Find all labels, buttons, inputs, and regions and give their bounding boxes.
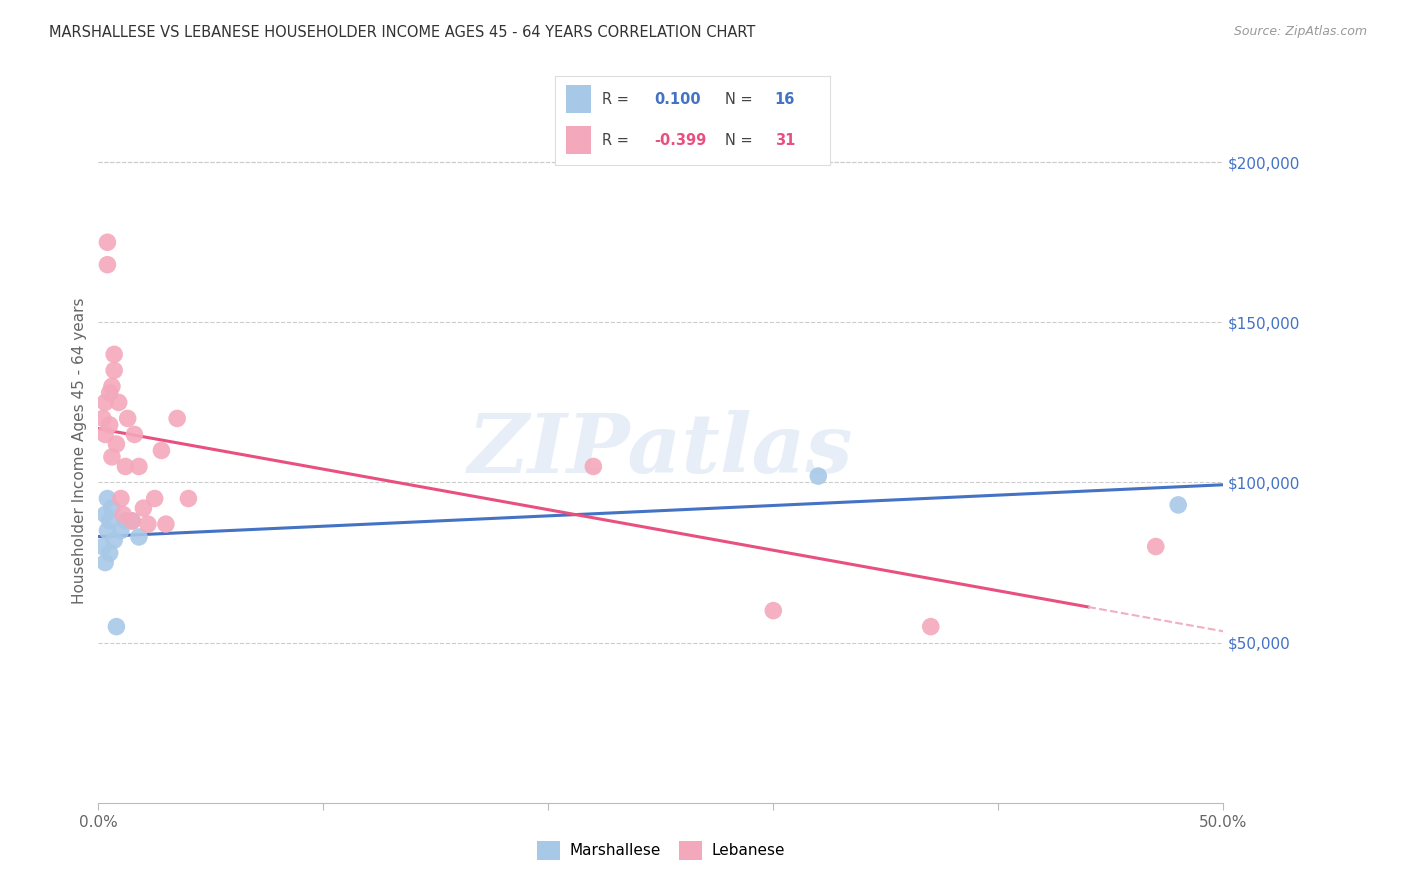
Point: [105, 437, 128, 451]
Point: [91, 411, 114, 425]
Point: [114, 459, 136, 474]
Y-axis label: Householder Income Ages 45 - 64 years: Householder Income Ages 45 - 64 years: [72, 297, 87, 604]
Point: [582, 459, 605, 474]
Text: N =: N =: [725, 133, 758, 147]
Text: MARSHALLESE VS LEBANESE HOUSEHOLDER INCOME AGES 45 - 64 YEARS CORRELATION CHART: MARSHALLESE VS LEBANESE HOUSEHOLDER INCO…: [49, 25, 755, 40]
Text: Source: ZipAtlas.com: Source: ZipAtlas.com: [1233, 25, 1367, 38]
Text: N =: N =: [725, 92, 758, 106]
Point: [103, 533, 125, 548]
Text: 0.100: 0.100: [654, 92, 700, 106]
Point: [96, 235, 118, 250]
Point: [96, 524, 118, 538]
Point: [920, 619, 942, 633]
Point: [94, 508, 117, 522]
Text: 16: 16: [775, 92, 794, 106]
Point: [128, 530, 150, 544]
Point: [114, 514, 136, 528]
Point: [1167, 498, 1189, 512]
Text: ZIPatlas: ZIPatlas: [468, 410, 853, 491]
Bar: [567, 126, 591, 154]
Point: [94, 395, 117, 409]
Point: [155, 517, 177, 532]
Point: [101, 450, 124, 464]
Text: R =: R =: [602, 92, 634, 106]
Bar: [567, 85, 591, 113]
Point: [91, 540, 114, 554]
Point: [103, 363, 125, 377]
Point: [96, 491, 118, 506]
Point: [101, 379, 124, 393]
Point: [110, 524, 132, 538]
Point: [101, 501, 124, 516]
Point: [94, 556, 117, 570]
Text: -0.399: -0.399: [654, 133, 706, 147]
Point: [762, 604, 785, 618]
Point: [124, 427, 146, 442]
Point: [96, 258, 118, 272]
Point: [105, 619, 128, 633]
Point: [128, 459, 150, 474]
Point: [117, 411, 139, 425]
Point: [143, 491, 166, 506]
Point: [112, 508, 135, 522]
Text: R =: R =: [602, 133, 634, 147]
Point: [807, 469, 830, 483]
Point: [1144, 540, 1167, 554]
Point: [94, 427, 117, 442]
Point: [121, 514, 143, 528]
Point: [132, 501, 155, 516]
Point: [110, 491, 132, 506]
Point: [150, 443, 173, 458]
Point: [103, 347, 125, 361]
Point: [107, 395, 129, 409]
Point: [136, 517, 159, 532]
Point: [98, 514, 121, 528]
Point: [166, 411, 188, 425]
Point: [177, 491, 200, 506]
Point: [98, 546, 121, 560]
Point: [121, 514, 143, 528]
Point: [98, 385, 121, 400]
Legend: Marshallese, Lebanese: Marshallese, Lebanese: [531, 835, 790, 865]
Text: 31: 31: [775, 133, 794, 147]
Point: [98, 417, 121, 432]
